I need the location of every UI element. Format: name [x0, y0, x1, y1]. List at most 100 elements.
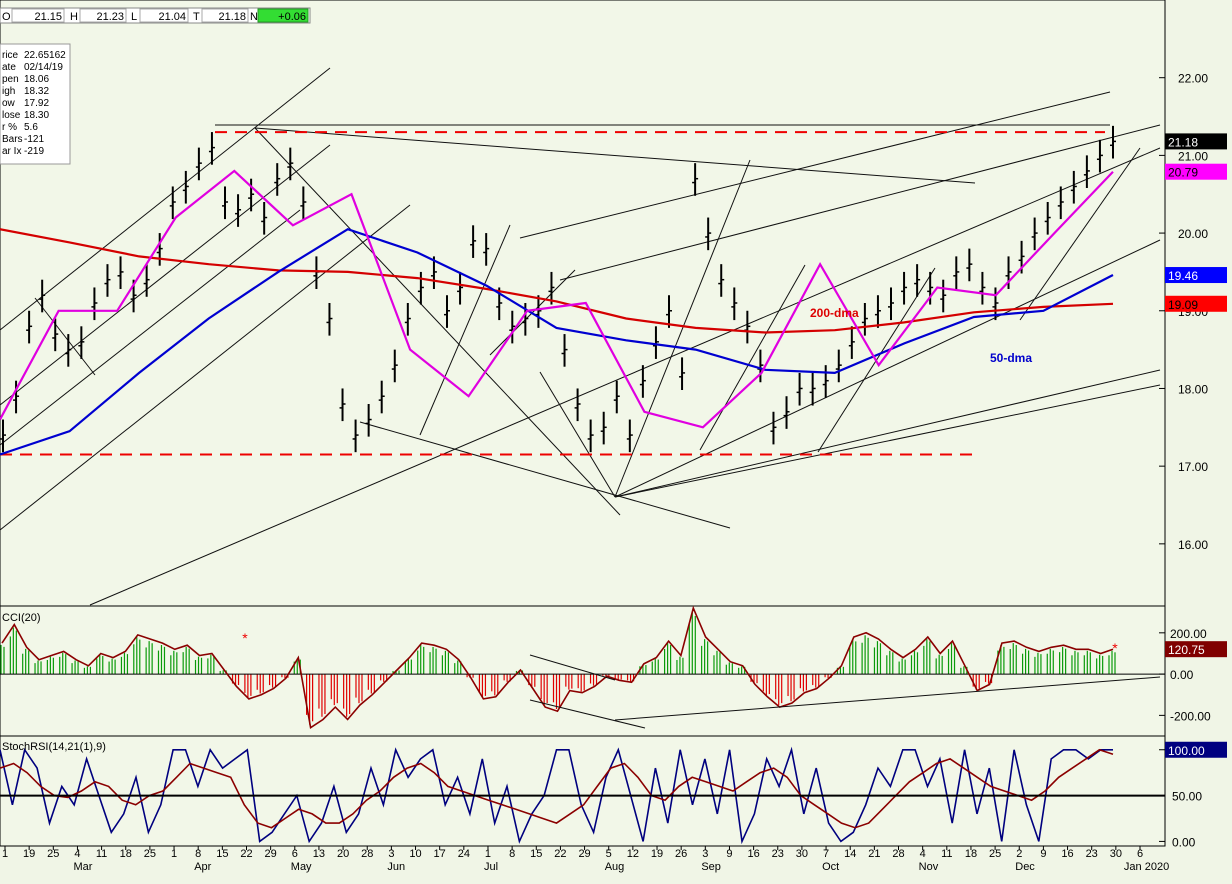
price-bar: [430, 256, 437, 290]
x-tick-label: 13: [313, 848, 325, 860]
cci-bar: [614, 674, 622, 680]
x-tick-label: 28: [361, 848, 373, 860]
x-month-label: Apr: [194, 861, 211, 873]
trendline: [34, 297, 96, 376]
price-bar: [156, 233, 163, 266]
x-tick-label: 23: [1086, 848, 1098, 860]
price-bar: [391, 349, 398, 383]
x-tick-label: 22: [554, 848, 566, 860]
cci-bar: [207, 654, 215, 675]
y-tick-label: 0.00: [1172, 835, 1196, 849]
price-bar: [287, 147, 294, 181]
value-tag-label: 20.79: [1168, 166, 1198, 180]
x-month-label: Jul: [484, 861, 498, 873]
x-tick-label: 8: [509, 848, 515, 860]
trendline: [254, 127, 621, 516]
x-month-label: May: [291, 861, 312, 873]
price-bar: [914, 264, 921, 297]
trendline: [0, 144, 331, 406]
close-value: 21.18: [218, 11, 246, 23]
x-tick-label: 7: [823, 848, 829, 860]
value-tag: [1165, 163, 1227, 180]
cci-title: CCI(20): [2, 612, 41, 624]
stochrsi-line: [0, 748, 1114, 829]
cci-bar: [355, 674, 363, 704]
price-bar: [483, 233, 490, 266]
cci-bar: [244, 674, 252, 698]
cci-bar: [108, 658, 116, 675]
price-bar: [509, 310, 516, 344]
trendline: [519, 91, 1111, 239]
cci-bar: [1059, 646, 1067, 675]
price-bar: [222, 186, 228, 220]
info-label: Bars: [2, 134, 23, 145]
x-tick-label: 16: [1061, 848, 1073, 860]
moving-average-line: [0, 227, 1114, 456]
cci-bar: [676, 656, 684, 675]
x-tick-label: 14: [844, 848, 856, 860]
price-bar: [13, 380, 20, 414]
price-bar: [548, 271, 555, 305]
x-tick-label: 18: [965, 848, 977, 860]
x-tick-label: 19: [23, 848, 35, 860]
price-bar: [783, 396, 790, 429]
price-bar: [848, 326, 855, 359]
x-tick-label: 3: [702, 848, 708, 860]
cci-bar: [1096, 654, 1104, 675]
x-tick-label: 5: [606, 848, 612, 860]
x-tick-label: 30: [1110, 848, 1122, 860]
price-bar: [679, 357, 686, 391]
cci-bar: [1021, 648, 1030, 675]
cci-bar: [133, 637, 141, 675]
price-bar: [953, 256, 960, 290]
x-tick-label: 28: [892, 848, 904, 860]
cci-bar: [145, 641, 153, 675]
price-bar: [901, 271, 908, 305]
price-bar: [927, 271, 934, 305]
info-value: 02/14/19: [24, 62, 63, 73]
price-bar: [574, 388, 581, 422]
trendline: [1019, 147, 1141, 321]
info-box: rice 22.65162 ate 02/14/19 pen 18.06 igh 18.32 o…: [0, 43, 71, 165]
price-bar: [248, 178, 255, 212]
x-tick-label: 26: [675, 848, 687, 860]
trendline: [0, 67, 331, 331]
cci-bar: [688, 612, 696, 675]
x-tick-label: 22: [240, 848, 252, 860]
x-tick-label: 20: [337, 848, 349, 860]
price-bar: [796, 372, 803, 406]
x-tick-label: 10: [409, 848, 421, 860]
ma-annotation: 50-dma: [990, 351, 1032, 365]
x-tick-label: 4: [74, 848, 80, 860]
value-tag: [1165, 295, 1227, 312]
cci-bar: [787, 674, 795, 702]
quote-bar: O 21.15 H 21.23 L 21.04 T 21.18 N +0.06: [0, 7, 311, 24]
price-bar: [626, 419, 633, 453]
trendline: [359, 421, 731, 529]
x-tick-label: 11: [96, 848, 107, 860]
price-bar: [822, 365, 829, 398]
price-bar: [1044, 202, 1051, 235]
cci-bar: [589, 674, 598, 686]
cci-pane: [0, 605, 1166, 737]
price-bar: [1083, 155, 1090, 189]
x-tick-label: 15: [530, 848, 542, 860]
value-tag: [1165, 641, 1227, 658]
price-bar: [352, 419, 359, 453]
cci-bar: [849, 639, 857, 675]
cci-bar: [898, 658, 906, 675]
price-bar: [666, 295, 672, 328]
x-tick-label: 25: [47, 848, 59, 860]
y-tick-label: 0.00: [1170, 668, 1194, 682]
y-tick-label: 50.00: [1172, 790, 1202, 804]
x-tick-label: 9: [1040, 848, 1046, 860]
cci-bar: [478, 674, 487, 698]
cci-bar: [775, 674, 783, 706]
price-bar: [1096, 139, 1103, 173]
price-bar: [979, 271, 986, 305]
cci-bar: [182, 646, 190, 675]
cci-line: [1, 605, 1114, 730]
price-bar: [1031, 217, 1038, 251]
cci-bar: [552, 674, 561, 710]
